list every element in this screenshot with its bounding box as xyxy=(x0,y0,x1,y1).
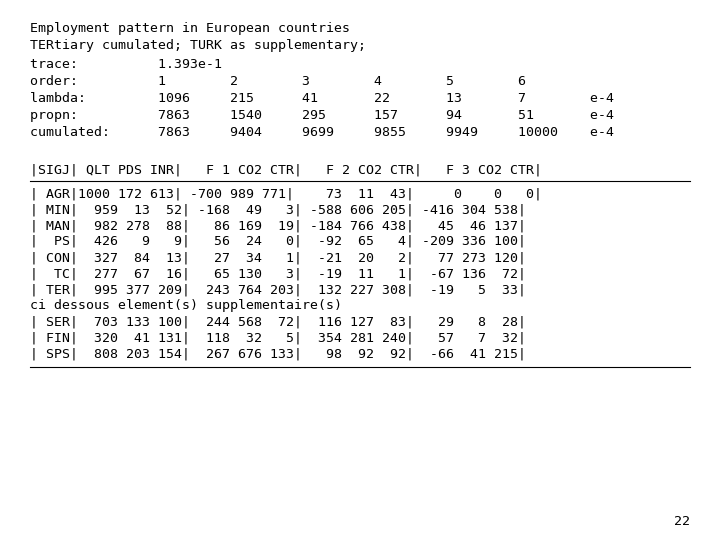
Text: trace:          1.393e-1: trace: 1.393e-1 xyxy=(30,58,222,71)
Text: | MIN|  959  13  52| -168  49   3| -588 606 205| -416 304 538|: | MIN| 959 13 52| -168 49 3| -588 606 20… xyxy=(30,203,526,216)
Text: lambda:         1096     215      41       22       13       7        e-4: lambda: 1096 215 41 22 13 7 e-4 xyxy=(30,92,614,105)
Text: 22: 22 xyxy=(674,515,690,528)
Text: | CON|  327  84  13|   27  34   1|  -21  20   2|   77 273 120|: | CON| 327 84 13| 27 34 1| -21 20 2| 77 … xyxy=(30,251,526,264)
Text: | MAN|  982 278  88|   86 169  19| -184 766 438|   45  46 137|: | MAN| 982 278 88| 86 169 19| -184 766 4… xyxy=(30,219,526,232)
Text: |  TC|  277  67  16|   65 130   3|  -19  11   1|  -67 136  72|: | TC| 277 67 16| 65 130 3| -19 11 1| -67… xyxy=(30,267,526,280)
Text: order:          1        2        3        4        5        6: order: 1 2 3 4 5 6 xyxy=(30,75,526,88)
Text: | SER|  703 133 100|  244 568  72|  116 127  83|   29   8  28|: | SER| 703 133 100| 244 568 72| 116 127 … xyxy=(30,315,526,328)
Text: | AGR|1000 172 613| -700 989 771|    73  11  43|     0    0   0|: | AGR|1000 172 613| -700 989 771| 73 11 … xyxy=(30,187,542,200)
Text: |  PS|  426   9   9|   56  24   0|  -92  65   4| -209 336 100|: | PS| 426 9 9| 56 24 0| -92 65 4| -209 3… xyxy=(30,235,526,248)
Text: propn:          7863     1540     295      157      94       51       e-4: propn: 7863 1540 295 157 94 51 e-4 xyxy=(30,109,614,122)
Text: | FIN|  320  41 131|  118  32   5|  354 281 240|   57   7  32|: | FIN| 320 41 131| 118 32 5| 354 281 240… xyxy=(30,331,526,344)
Text: |SIGJ| QLT PDS INR|   F 1 CO2 CTR|   F 2 CO2 CTR|   F 3 CO2 CTR|: |SIGJ| QLT PDS INR| F 1 CO2 CTR| F 2 CO2… xyxy=(30,163,542,176)
Text: Employment pattern in European countries: Employment pattern in European countries xyxy=(30,22,350,35)
Text: | SPS|  808 203 154|  267 676 133|   98  92  92|  -66  41 215|: | SPS| 808 203 154| 267 676 133| 98 92 9… xyxy=(30,347,526,360)
Text: | TER|  995 377 209|  243 764 203|  132 227 308|  -19   5  33|: | TER| 995 377 209| 243 764 203| 132 227… xyxy=(30,283,526,296)
Text: ci dessous element(s) supplementaire(s): ci dessous element(s) supplementaire(s) xyxy=(30,299,342,312)
Text: cumulated:      7863     9404     9699     9855     9949     10000    e-4: cumulated: 7863 9404 9699 9855 9949 1000… xyxy=(30,126,614,139)
Text: TERtiary cumulated; TURK as supplementary;: TERtiary cumulated; TURK as supplementar… xyxy=(30,39,366,52)
